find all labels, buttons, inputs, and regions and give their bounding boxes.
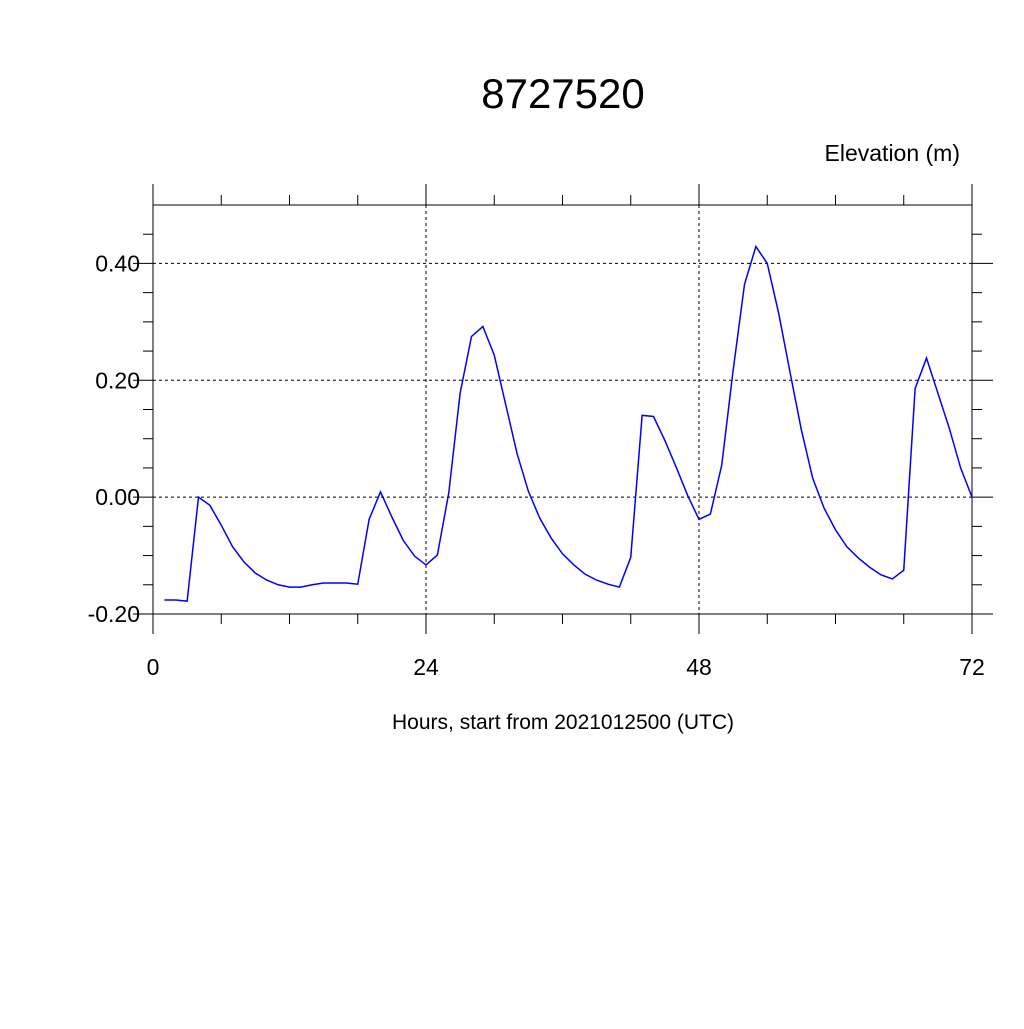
x-tick-label: 0 [147, 654, 160, 680]
x-tick-label: 72 [959, 654, 985, 680]
chart-title: 8727520 [481, 70, 645, 117]
y-axis-label: Elevation (m) [825, 140, 960, 166]
y-tick-label: 0.40 [95, 250, 140, 276]
y-tick-label: 0.00 [95, 484, 140, 510]
x-tick-label: 24 [413, 654, 439, 680]
x-axis-label: Hours, start from 2021012500 (UTC) [392, 711, 734, 734]
line-series [164, 244, 973, 602]
x-tick-label: 48 [686, 654, 712, 680]
y-tick-label: -0.20 [88, 601, 140, 627]
y-tick-label: 0.20 [95, 367, 140, 393]
